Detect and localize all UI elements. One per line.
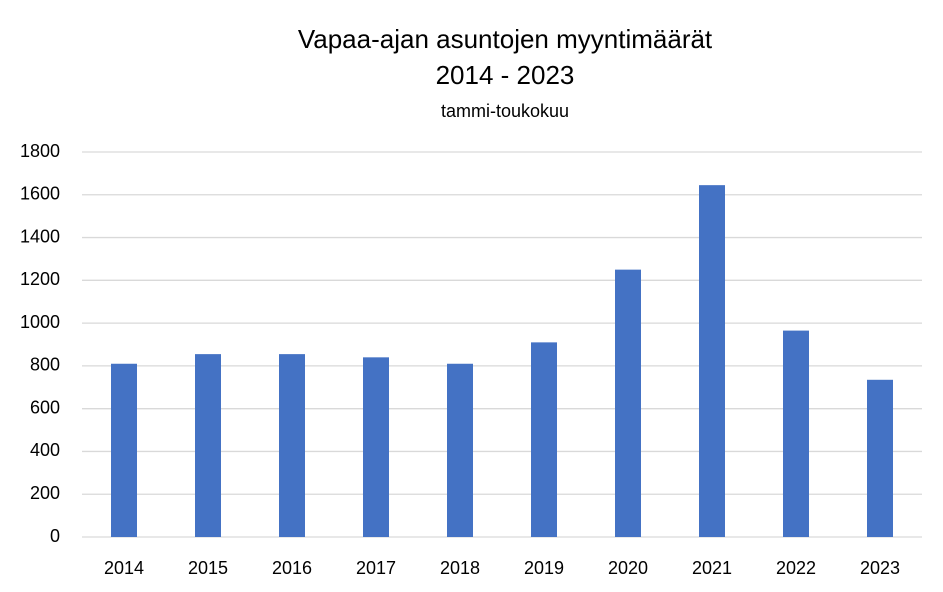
y-tick-label: 800 [30, 355, 60, 375]
x-tick-label: 2022 [776, 558, 816, 578]
x-tick-label: 2014 [104, 558, 144, 578]
bar [867, 379, 893, 537]
y-tick-label: 400 [30, 440, 60, 460]
x-tick-label: 2023 [860, 558, 900, 578]
bar [195, 354, 221, 537]
x-tick-label: 2020 [608, 558, 648, 578]
y-tick-label: 600 [30, 397, 60, 417]
x-tick-label: 2019 [524, 558, 564, 578]
chart-title: Vapaa-ajan asuntojen myyntimäärät [298, 24, 713, 54]
x-tick-label: 2017 [356, 558, 396, 578]
y-tick-label: 1200 [20, 269, 60, 289]
bar [447, 363, 473, 537]
bar [531, 342, 557, 537]
x-tick-label: 2021 [692, 558, 732, 578]
bar [279, 354, 305, 537]
bar [363, 357, 389, 537]
chart-subtitle: tammi-toukokuu [441, 101, 569, 121]
chart-title: 2014 - 2023 [436, 60, 575, 90]
y-tick-label: 1000 [20, 312, 60, 332]
y-tick-label: 1600 [20, 184, 60, 204]
y-tick-label: 0 [50, 526, 60, 546]
y-tick-label: 1400 [20, 226, 60, 246]
bar [699, 185, 725, 537]
y-tick-label: 1800 [20, 141, 60, 161]
x-tick-label: 2016 [272, 558, 312, 578]
bar [111, 363, 137, 537]
bar [783, 330, 809, 537]
x-tick-label: 2015 [188, 558, 228, 578]
bar [615, 269, 641, 537]
x-tick-label: 2018 [440, 558, 480, 578]
y-tick-label: 200 [30, 483, 60, 503]
